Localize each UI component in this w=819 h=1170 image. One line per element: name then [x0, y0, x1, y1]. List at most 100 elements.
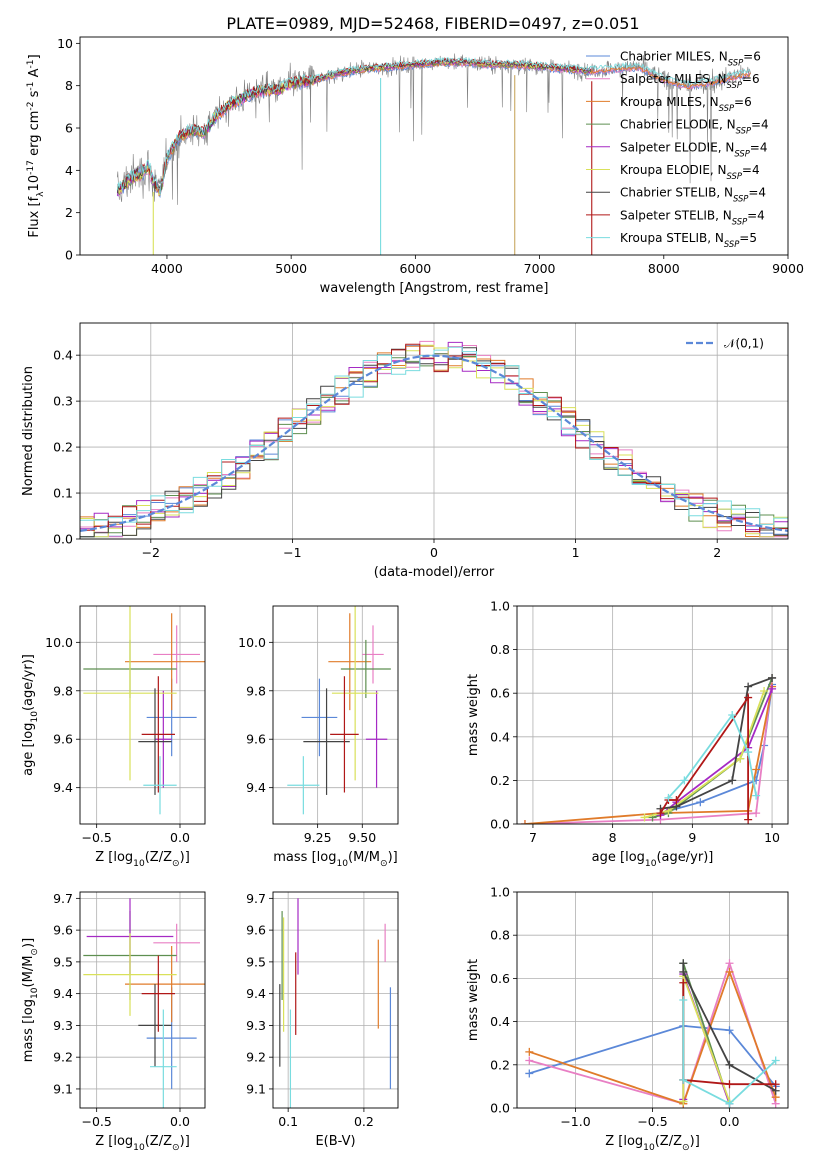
y-tick-label: 6	[65, 121, 73, 136]
x-tick-label: −2	[142, 545, 160, 560]
errorbar-kroupa-elodie	[331, 606, 379, 781]
series-kroupa-stelib	[679, 996, 780, 1108]
legend-label: Chabrier STELIB, NSSP=4	[620, 186, 766, 204]
x-tick-label: 0.0	[720, 1114, 740, 1129]
x-axis-label: Z [log10(Z/Z⊙)]	[95, 1134, 190, 1153]
y-tick-label: 8	[65, 78, 73, 93]
x-tick-label: 10	[764, 830, 780, 845]
data-point	[771, 1056, 780, 1065]
y-tick-label: 9.6	[53, 732, 73, 747]
x-tick-label: 1	[572, 545, 580, 560]
axes-spectrum: 4000 5000 6000 7000 8000 9000 0 2 4 6 8 10 wavelengt…	[26, 36, 804, 296]
x-tick-label: 0.1	[278, 1114, 298, 1129]
data-point	[525, 1056, 534, 1065]
axis-frame: −2 −1 0 1 2 0.0 0.1 0.2 0.3 0.4 (data-model)/error…	[21, 322, 789, 580]
data-point	[520, 820, 529, 824]
y-tick-label: 10	[57, 36, 73, 51]
data-point	[525, 1047, 534, 1056]
data-point	[736, 754, 745, 763]
data-point	[640, 813, 649, 822]
y-axis-label: age [log10(age/yr)]	[21, 654, 40, 776]
x-tick-label: −0.5	[81, 830, 111, 845]
data-point	[728, 711, 737, 719]
data-point	[679, 1097, 688, 1106]
x-tick-label: 9.50	[348, 830, 376, 845]
y-axis-label: Normed distribution	[21, 366, 36, 496]
y-tick-label: 9.3	[246, 1018, 266, 1033]
plot-area	[80, 340, 788, 538]
y-tick-label: 0.6	[490, 971, 510, 986]
axes-spine	[272, 891, 399, 1109]
y-tick-label: 1.0	[490, 599, 510, 614]
errorbar-kroupa-miles	[328, 613, 372, 711]
legend-label: 𝒩(0,1)	[724, 337, 764, 351]
x-axis-label: E(B-V)	[315, 1134, 355, 1149]
y-tick-label: 9.5	[246, 954, 266, 969]
y-tick-label: 9.6	[53, 923, 73, 938]
legend-label: Salpeter MILES, NSSP=6	[620, 72, 760, 90]
y-tick-label: 9.1	[53, 1081, 73, 1096]
x-tick-label: 8	[609, 830, 617, 845]
plot-area	[83, 898, 205, 1108]
data-point	[752, 791, 761, 800]
model-spectrum-salpeter-stelib	[117, 57, 592, 193]
axes-mass-weight-vs-Z: −1.0 −0.5 0.0 0.0 0.2 0.4 0.6 0.8 1.0 Z [log10(Z/…	[466, 885, 789, 1153]
data-point	[760, 687, 769, 696]
x-tick-label: −0.5	[81, 1114, 111, 1129]
x-tick-label: 5000	[275, 261, 307, 276]
plot-area	[279, 898, 392, 1108]
axes-spine	[516, 891, 789, 1109]
axes-mass-weight-vs-age: 7 8 9 10 0.0 0.2 0.4 0.6 0.8 1.0 age [log10(age/yr…	[466, 599, 789, 869]
data-point	[744, 815, 753, 824]
model-spectrum-kroupa-stelib	[116, 57, 751, 195]
y-tick-label: 0.4	[490, 1014, 510, 1029]
legend: Chabrier MILES, NSSP=6 Salpeter MILES, NS…	[586, 50, 769, 249]
y-tick-label: 9.1	[246, 1081, 266, 1096]
y-tick-label: 9.4	[53, 986, 73, 1001]
histogram-kroupa-elodie	[80, 344, 788, 538]
y-tick-label: 10.0	[238, 635, 266, 650]
y-tick-label: 0.3	[53, 394, 73, 409]
y-tick-label: 9.6	[246, 923, 266, 938]
errorbar-chabrier-elodie	[340, 639, 391, 699]
series-line	[682, 1000, 777, 1105]
data-point	[656, 809, 665, 818]
data-point	[725, 1060, 734, 1069]
series-kroupa-elodie	[640, 687, 769, 822]
grid	[80, 606, 205, 824]
errorbar-kroupa-miles	[125, 946, 205, 1023]
y-tick-label: 0.0	[53, 532, 73, 547]
legend-label: Kroupa ELODIE, NSSP=4	[620, 163, 760, 181]
errorbar-kroupa-elodie	[83, 606, 177, 781]
data-point	[679, 1075, 688, 1084]
x-tick-label: −1	[283, 545, 301, 560]
errorbar-salpeter-stelib	[141, 955, 175, 1032]
series-kroupa-stelib	[664, 711, 761, 802]
errorbar-salpeter-miles	[153, 923, 200, 962]
data-point	[696, 798, 705, 807]
series-line	[682, 963, 777, 1092]
axis-frame: 4000 5000 6000 7000 8000 9000 0 2 4 6 8 10 wavelengt…	[26, 36, 804, 296]
x-tick-label: 2	[713, 545, 721, 560]
errorbar-salpeter-elodie	[365, 690, 388, 788]
x-tick-label: 7	[529, 830, 537, 845]
data-point	[728, 776, 737, 785]
x-tick-label: 0.2	[354, 1114, 374, 1129]
y-tick-label: 0.2	[490, 1057, 510, 1072]
x-tick-label: −0.5	[637, 1114, 667, 1129]
x-tick-label: 9000	[772, 261, 804, 276]
x-tick-label: 0	[430, 545, 438, 560]
y-tick-label: 0.2	[490, 773, 510, 788]
y-tick-label: 0.4	[53, 348, 73, 363]
data-point	[744, 682, 753, 691]
histogram-kroupa-stelib	[80, 346, 788, 525]
x-axis-label: Z [log10(Z/Z⊙)]	[95, 850, 190, 869]
data-point	[768, 684, 777, 693]
legend-label: Chabrier ELODIE, NSSP=4	[620, 118, 769, 136]
histogram-salpeter-stelib	[80, 343, 788, 533]
plot-area	[520, 673, 777, 824]
series-line	[524, 686, 773, 824]
axes-age-vs-mass: 9.25 9.50 9.4 9.6 9.8 10.0 mass [log10(M/M⊙)]	[238, 605, 399, 869]
y-tick-label: 0.8	[490, 642, 510, 657]
